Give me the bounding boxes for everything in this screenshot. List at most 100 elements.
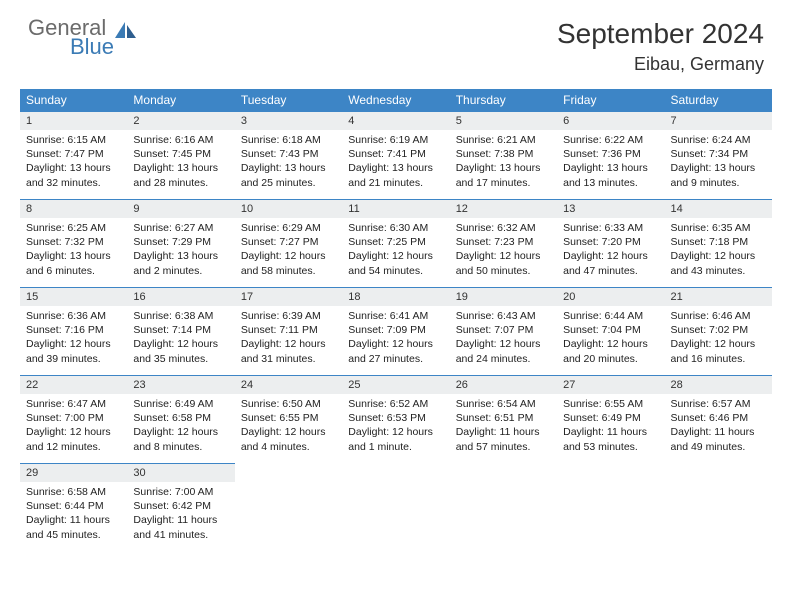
location-text: Eibau, Germany [557,54,764,75]
sunrise-line: Sunrise: 6:47 AM [26,397,121,411]
daylight-line: Daylight: 11 hours and 49 minutes. [671,425,766,453]
calendar-cell: 21Sunrise: 6:46 AMSunset: 7:02 PMDayligh… [665,288,772,376]
calendar-cell: 19Sunrise: 6:43 AMSunset: 7:07 PMDayligh… [450,288,557,376]
weekday-header: Thursday [450,89,557,112]
month-title: September 2024 [557,18,764,50]
calendar-cell: 23Sunrise: 6:49 AMSunset: 6:58 PMDayligh… [127,376,234,464]
daylight-line: Daylight: 12 hours and 20 minutes. [563,337,658,365]
day-number: 17 [235,288,342,306]
sunset-line: Sunset: 6:55 PM [241,411,336,425]
sunrise-line: Sunrise: 7:00 AM [133,485,228,499]
sunrise-line: Sunrise: 6:29 AM [241,221,336,235]
calendar-cell: 18Sunrise: 6:41 AMSunset: 7:09 PMDayligh… [342,288,449,376]
sunrise-line: Sunrise: 6:55 AM [563,397,658,411]
sunset-line: Sunset: 6:49 PM [563,411,658,425]
calendar-row: 29Sunrise: 6:58 AMSunset: 6:44 PMDayligh… [20,464,772,552]
day-details: Sunrise: 6:55 AMSunset: 6:49 PMDaylight:… [557,394,664,458]
day-number: 15 [20,288,127,306]
sunset-line: Sunset: 7:41 PM [348,147,443,161]
day-number: 26 [450,376,557,394]
sail-icon [115,22,137,43]
calendar-cell: 9Sunrise: 6:27 AMSunset: 7:29 PMDaylight… [127,200,234,288]
day-details: Sunrise: 6:36 AMSunset: 7:16 PMDaylight:… [20,306,127,370]
calendar-cell: 16Sunrise: 6:38 AMSunset: 7:14 PMDayligh… [127,288,234,376]
sunset-line: Sunset: 7:45 PM [133,147,228,161]
sunset-line: Sunset: 6:53 PM [348,411,443,425]
daylight-line: Daylight: 12 hours and 1 minute. [348,425,443,453]
daylight-line: Daylight: 12 hours and 24 minutes. [456,337,551,365]
daylight-line: Daylight: 12 hours and 12 minutes. [26,425,121,453]
calendar-cell: 15Sunrise: 6:36 AMSunset: 7:16 PMDayligh… [20,288,127,376]
calendar-cell: 14Sunrise: 6:35 AMSunset: 7:18 PMDayligh… [665,200,772,288]
sunrise-line: Sunrise: 6:30 AM [348,221,443,235]
calendar-row: 8Sunrise: 6:25 AMSunset: 7:32 PMDaylight… [20,200,772,288]
day-details: Sunrise: 6:24 AMSunset: 7:34 PMDaylight:… [665,130,772,194]
weekday-header: Saturday [665,89,772,112]
day-details: Sunrise: 7:00 AMSunset: 6:42 PMDaylight:… [127,482,234,546]
day-details: Sunrise: 6:21 AMSunset: 7:38 PMDaylight:… [450,130,557,194]
calendar-cell: 6Sunrise: 6:22 AMSunset: 7:36 PMDaylight… [557,112,664,200]
sunset-line: Sunset: 7:25 PM [348,235,443,249]
day-number: 2 [127,112,234,130]
daylight-line: Daylight: 12 hours and 31 minutes. [241,337,336,365]
calendar-cell: 11Sunrise: 6:30 AMSunset: 7:25 PMDayligh… [342,200,449,288]
title-block: September 2024 Eibau, Germany [557,18,764,75]
daylight-line: Daylight: 12 hours and 47 minutes. [563,249,658,277]
daylight-line: Daylight: 12 hours and 43 minutes. [671,249,766,277]
sunrise-line: Sunrise: 6:24 AM [671,133,766,147]
daylight-line: Daylight: 12 hours and 58 minutes. [241,249,336,277]
day-number: 20 [557,288,664,306]
calendar-cell: 30Sunrise: 7:00 AMSunset: 6:42 PMDayligh… [127,464,234,552]
day-number: 13 [557,200,664,218]
weekday-header: Friday [557,89,664,112]
day-details: Sunrise: 6:33 AMSunset: 7:20 PMDaylight:… [557,218,664,282]
sunset-line: Sunset: 6:58 PM [133,411,228,425]
sunset-line: Sunset: 7:02 PM [671,323,766,337]
sunrise-line: Sunrise: 6:38 AM [133,309,228,323]
calendar-cell: 28Sunrise: 6:57 AMSunset: 6:46 PMDayligh… [665,376,772,464]
calendar-cell: 2Sunrise: 6:16 AMSunset: 7:45 PMDaylight… [127,112,234,200]
day-number: 5 [450,112,557,130]
sunrise-line: Sunrise: 6:27 AM [133,221,228,235]
day-number: 28 [665,376,772,394]
sunrise-line: Sunrise: 6:15 AM [26,133,121,147]
day-details: Sunrise: 6:57 AMSunset: 6:46 PMDaylight:… [665,394,772,458]
daylight-line: Daylight: 11 hours and 45 minutes. [26,513,121,541]
calendar-cell [665,464,772,552]
daylight-line: Daylight: 13 hours and 32 minutes. [26,161,121,189]
calendar-cell: 5Sunrise: 6:21 AMSunset: 7:38 PMDaylight… [450,112,557,200]
day-details: Sunrise: 6:35 AMSunset: 7:18 PMDaylight:… [665,218,772,282]
day-details: Sunrise: 6:27 AMSunset: 7:29 PMDaylight:… [127,218,234,282]
sunset-line: Sunset: 7:18 PM [671,235,766,249]
calendar-row: 22Sunrise: 6:47 AMSunset: 7:00 PMDayligh… [20,376,772,464]
sunrise-line: Sunrise: 6:58 AM [26,485,121,499]
calendar-cell: 26Sunrise: 6:54 AMSunset: 6:51 PMDayligh… [450,376,557,464]
calendar-table: SundayMondayTuesdayWednesdayThursdayFrid… [20,89,772,552]
daylight-line: Daylight: 13 hours and 17 minutes. [456,161,551,189]
day-details: Sunrise: 6:38 AMSunset: 7:14 PMDaylight:… [127,306,234,370]
daylight-line: Daylight: 13 hours and 9 minutes. [671,161,766,189]
calendar-cell: 1Sunrise: 6:15 AMSunset: 7:47 PMDaylight… [20,112,127,200]
brand-logo: General Blue [28,18,137,58]
day-number: 6 [557,112,664,130]
calendar-cell: 25Sunrise: 6:52 AMSunset: 6:53 PMDayligh… [342,376,449,464]
weekday-header: Monday [127,89,234,112]
day-details: Sunrise: 6:58 AMSunset: 6:44 PMDaylight:… [20,482,127,546]
sunrise-line: Sunrise: 6:57 AM [671,397,766,411]
calendar-cell [235,464,342,552]
daylight-line: Daylight: 12 hours and 39 minutes. [26,337,121,365]
day-details: Sunrise: 6:47 AMSunset: 7:00 PMDaylight:… [20,394,127,458]
daylight-line: Daylight: 11 hours and 53 minutes. [563,425,658,453]
page-header: General Blue September 2024 Eibau, Germa… [0,0,792,83]
sunset-line: Sunset: 7:09 PM [348,323,443,337]
weekday-header-row: SundayMondayTuesdayWednesdayThursdayFrid… [20,89,772,112]
sunset-line: Sunset: 6:46 PM [671,411,766,425]
daylight-line: Daylight: 12 hours and 50 minutes. [456,249,551,277]
sunrise-line: Sunrise: 6:25 AM [26,221,121,235]
sunset-line: Sunset: 7:14 PM [133,323,228,337]
calendar-cell [342,464,449,552]
day-number: 11 [342,200,449,218]
sunset-line: Sunset: 7:07 PM [456,323,551,337]
sunrise-line: Sunrise: 6:46 AM [671,309,766,323]
sunset-line: Sunset: 7:11 PM [241,323,336,337]
